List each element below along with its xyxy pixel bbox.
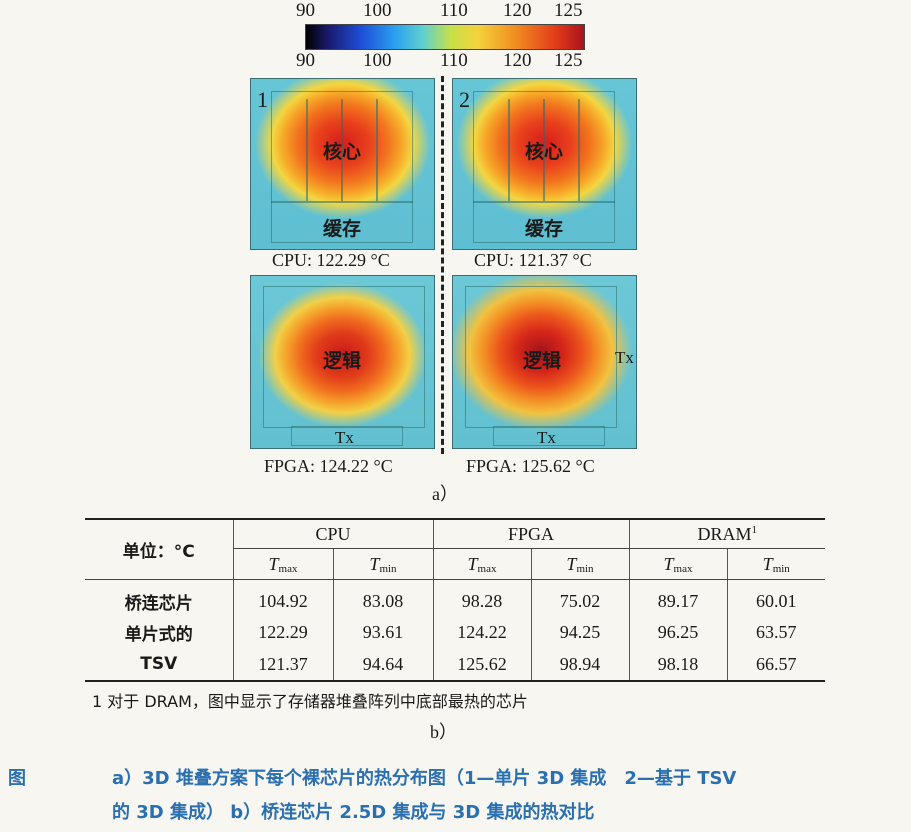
colorbar-tick: 110 [440,50,468,71]
col-tmax: Tmax [432,548,531,580]
colorbar-tick: 125 [554,0,583,21]
fpga-temp-caption: FPGA: 124.22 °C [264,456,393,476]
fpga-heatmap-monolithic: 逻辑 Tx [250,275,435,449]
colorbar-tick: 100 [363,50,392,71]
caption-line-1: a）3D 堆叠方案下每个裸芯片的热分布图（1—单片 3D 集成 2—基于 TSV [112,768,737,789]
temperature-colorbar [305,24,585,50]
colorbar-tick: 90 [296,0,315,21]
col-tmin: Tmin [332,548,433,580]
col-tmax: Tmax [628,548,727,580]
tx-label: Tx [335,428,354,447]
group-header-fpga: FPGA [432,518,629,549]
colorbar-tick: 90 [296,50,315,71]
subfigure-label-b: b） [430,722,457,742]
subfigure-label-a: a） [432,484,458,504]
thermal-comparison-table: 单位：°C CPU FPGA DRAM1 Tmax Tmin Tmax Tmin… [85,518,825,682]
table-row: 单片式的 122.29 93.61 124.22 94.25 96.25 63.… [85,616,825,648]
logic-label: 逻辑 [323,350,362,372]
cpu-temp-caption: CPU: 121.37 °C [474,250,592,270]
panel-number: 2 [459,87,470,112]
table-row: TSV 121.37 94.64 125.62 98.94 98.18 66.5… [85,648,825,682]
col-tmin: Tmin [530,548,629,580]
panel-number: 1 [257,87,268,112]
colorbar-tick: 120 [503,50,532,71]
tx-label: Tx [537,428,556,447]
colorbar-tick: 100 [363,0,392,21]
caption-line-2: 的 3D 集成） b）桥连芯片 2.5D 集成与 3D 集成的热对比 [112,802,595,823]
panel-divider [441,76,444,454]
fpga-heatmap-tsv: 逻辑 Tx Tx [452,275,637,449]
logic-label: 逻辑 [523,350,562,372]
unit-header: 单位：°C [85,518,233,580]
group-header-cpu: CPU [232,518,433,549]
core-label: 核心 [323,141,362,163]
cache-label: 缓存 [323,218,362,240]
tx-label-right: Tx [615,348,634,367]
figure-label: 图 [8,768,26,789]
cpu-temp-caption: CPU: 122.29 °C [272,250,390,270]
table-row: 桥连芯片 104.92 83.08 98.28 75.02 89.17 60.0… [85,579,825,616]
cache-label: 缓存 [525,218,564,240]
colorbar-tick: 120 [503,0,532,21]
core-label: 核心 [525,141,564,163]
colorbar-tick: 125 [554,50,583,71]
colorbar-tick: 110 [440,0,468,21]
cpu-heatmap-monolithic: 1 核心 缓存 [250,78,435,250]
col-tmin: Tmin [726,548,825,580]
cpu-heatmap-tsv: 2 核心 缓存 [452,78,637,250]
fpga-temp-caption: FPGA: 125.62 °C [466,456,595,476]
col-tmax: Tmax [232,548,333,580]
table-footnote: 1 对于 DRAM，图中显示了存储器堆叠阵列中底部最热的芯片 [92,692,528,711]
group-header-dram: DRAM1 [628,518,825,549]
